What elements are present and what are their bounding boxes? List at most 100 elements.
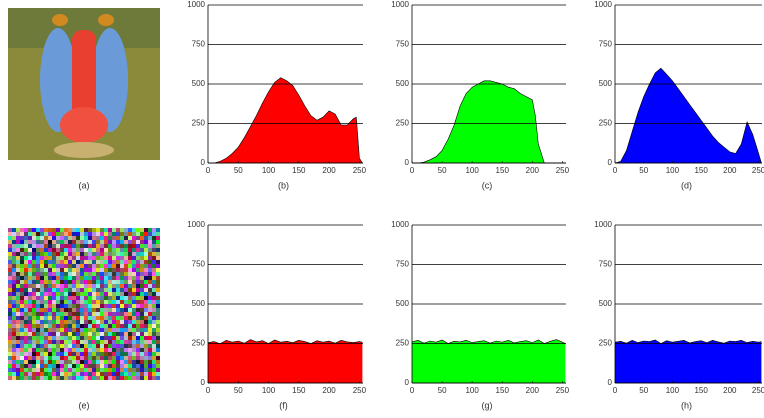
noise-pixel	[72, 256, 76, 260]
noise-pixel	[60, 280, 64, 284]
noise-pixel	[120, 300, 124, 304]
noise-pixel	[148, 304, 152, 308]
noise-pixel	[144, 292, 148, 296]
noise-pixel	[36, 320, 40, 324]
noise-pixel	[40, 232, 44, 236]
noise-pixel	[20, 256, 24, 260]
noise-pixel	[36, 232, 40, 236]
noise-pixel	[20, 352, 24, 356]
noise-pixel	[40, 324, 44, 328]
noise-pixel	[48, 340, 52, 344]
noise-pixel	[12, 308, 16, 312]
noise-pixel	[96, 264, 100, 268]
histogram-outline	[207, 339, 363, 345]
noise-pixel	[68, 264, 72, 268]
noise-pixel	[16, 372, 20, 376]
noise-pixel	[24, 332, 28, 336]
noise-pixel	[16, 248, 20, 252]
noise-pixel	[64, 372, 68, 376]
noise-pixel	[152, 352, 156, 356]
noise-pixel	[80, 276, 84, 280]
noise-pixel	[32, 268, 36, 272]
noise-pixel	[12, 228, 16, 232]
noise-pixel	[88, 360, 92, 364]
noise-pixel	[140, 348, 144, 352]
noise-pixel	[156, 364, 160, 368]
noise-pixel	[136, 244, 140, 248]
noise-pixel	[52, 248, 56, 252]
noise-pixel	[52, 252, 56, 256]
noise-pixel	[48, 360, 52, 364]
noise-pixel	[120, 244, 124, 248]
noise-pixel	[108, 324, 112, 328]
noise-pixel	[36, 368, 40, 372]
noise-pixel	[128, 288, 132, 292]
noise-pixel	[140, 328, 144, 332]
noise-pixel	[12, 320, 16, 324]
noise-pixel	[120, 232, 124, 236]
noise-pixel	[112, 376, 116, 380]
noise-pixel	[8, 284, 12, 288]
noise-pixel	[72, 296, 76, 300]
noise-pixel	[40, 244, 44, 248]
noise-pixel	[88, 272, 92, 276]
noise-pixel	[40, 372, 44, 376]
noise-pixel	[28, 232, 32, 236]
noise-pixel	[68, 248, 72, 252]
noise-pixel	[144, 276, 148, 280]
noise-pixel	[156, 368, 160, 372]
noise-pixel	[112, 260, 116, 264]
noise-pixel	[32, 364, 36, 368]
noise-pixel	[36, 292, 40, 296]
noise-pixel	[16, 348, 20, 352]
noise-pixel	[96, 328, 100, 332]
noise-pixel	[28, 228, 32, 232]
x-tick-label: 200	[526, 166, 540, 175]
noise-pixel	[24, 264, 28, 268]
noise-pixel	[48, 236, 52, 240]
histogram-area	[412, 339, 566, 383]
noise-pixel	[92, 288, 96, 292]
noise-pixel	[136, 376, 140, 380]
noise-pixel	[124, 312, 128, 316]
noise-pixel	[64, 356, 68, 360]
noise-pixel	[16, 316, 20, 320]
noise-pixel	[156, 312, 160, 316]
noise-pixel	[72, 336, 76, 340]
eye	[98, 14, 114, 26]
noise-pixel	[28, 332, 32, 336]
noise-pixel	[84, 284, 88, 288]
noise-pixel	[116, 268, 120, 272]
noise-pixel	[88, 240, 92, 244]
y-tick-label: 750	[192, 40, 206, 49]
noise-pixel	[120, 264, 124, 268]
noise-pixel	[120, 304, 124, 308]
noise-pixel	[36, 336, 40, 340]
noise-pixel	[52, 236, 56, 240]
noise-pixel	[96, 252, 100, 256]
noise-pixel	[92, 364, 96, 368]
noise-pixel	[148, 244, 152, 248]
noise-pixel	[80, 332, 84, 336]
noise-pixel	[128, 248, 132, 252]
noise-pixel	[20, 336, 24, 340]
noise-pixel	[60, 304, 64, 308]
noise-pixel	[132, 316, 136, 320]
noise-pixel	[56, 324, 60, 328]
y-tick-label: 0	[608, 378, 613, 387]
noise-pixel	[136, 372, 140, 376]
noise-pixel	[156, 260, 160, 264]
noise-pixel	[92, 264, 96, 268]
noise-pixel	[112, 372, 116, 376]
noise-pixel	[92, 244, 96, 248]
noise-pixel	[32, 304, 36, 308]
noise-pixel	[76, 364, 80, 368]
noise-pixel	[100, 228, 104, 232]
noise-pixel	[44, 360, 48, 364]
noise-pixel	[52, 324, 56, 328]
noise-pixel	[56, 244, 60, 248]
noise-pixel	[104, 304, 108, 308]
x-tick-label: 50	[438, 166, 447, 175]
noise-pixel	[96, 360, 100, 364]
noise-pixel	[88, 348, 92, 352]
